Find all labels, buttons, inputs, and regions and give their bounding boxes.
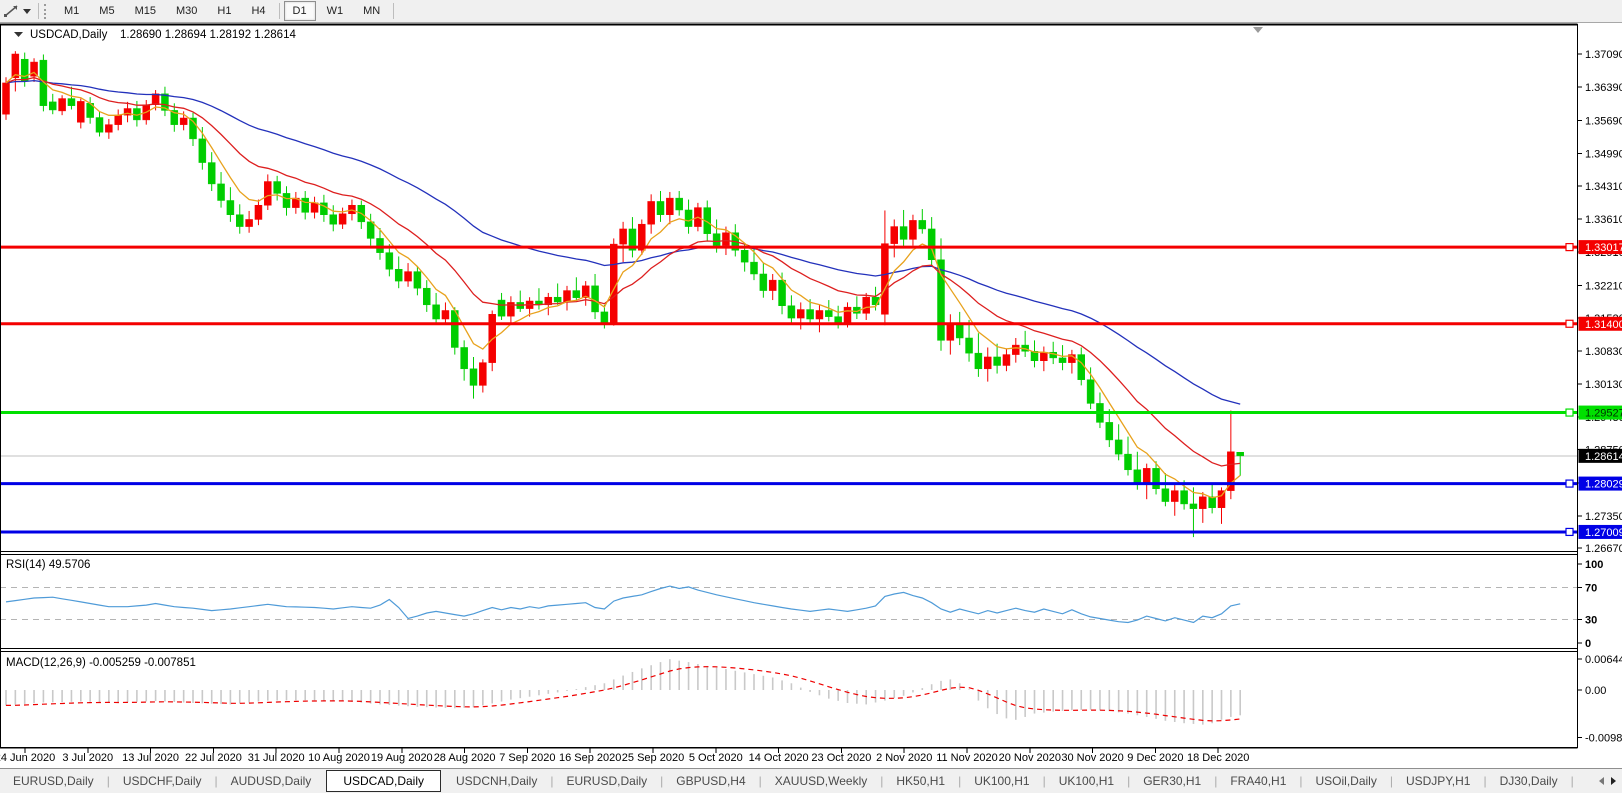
macd-label: MACD(12,26,9) -0.005259 -0.007851 bbox=[6, 657, 196, 669]
trendline-glyph bbox=[4, 3, 20, 19]
chart-tab-audusd-daily[interactable]: AUDUSD,Daily bbox=[218, 770, 325, 792]
svg-text:1.31400: 1.31400 bbox=[1585, 319, 1622, 331]
chart-tab-gbpusd-h4[interactable]: GBPUSD,H4 bbox=[663, 770, 758, 792]
candlestick-series bbox=[3, 51, 1244, 537]
tab-scroll-left-icon[interactable] bbox=[1599, 777, 1604, 785]
svg-text:0.006444: 0.006444 bbox=[1585, 654, 1622, 666]
svg-text:70: 70 bbox=[1585, 583, 1597, 595]
chart-area[interactable]: 1.37090 1.36390 1.35690 1.34990 1.34310 1.336… bbox=[0, 22, 1622, 768]
toolbar-separator bbox=[279, 3, 280, 19]
chart-title-symbol: USDCAD,Daily bbox=[30, 29, 108, 41]
svg-text:1.30830: 1.30830 bbox=[1585, 346, 1622, 358]
timeframe-button-h1[interactable]: H1 bbox=[208, 1, 240, 21]
svg-text:0: 0 bbox=[1585, 638, 1591, 650]
svg-text:1.26670: 1.26670 bbox=[1585, 543, 1622, 555]
chart-tab-uk100-h1[interactable]: UK100,H1 bbox=[1046, 770, 1127, 792]
timeframe-button-m30[interactable]: M30 bbox=[167, 1, 206, 21]
svg-text:22 Jul 2020: 22 Jul 2020 bbox=[185, 752, 242, 764]
svg-text:1.35690: 1.35690 bbox=[1585, 115, 1622, 127]
timeframe-button-d1[interactable]: D1 bbox=[284, 1, 316, 21]
title-collapse-icon[interactable] bbox=[14, 32, 23, 37]
date-scale[interactable]: 24 Jun 2020 3 Jul 2020 13 Jul 2020 22 Jul 2… bbox=[0, 748, 1249, 764]
chart-tab-dj30-daily[interactable]: DJ30,Daily bbox=[1487, 770, 1571, 792]
timeframe-button-m15[interactable]: M15 bbox=[126, 1, 165, 21]
svg-text:24 Jun 2020: 24 Jun 2020 bbox=[0, 752, 55, 764]
svg-text:7 Sep 2020: 7 Sep 2020 bbox=[499, 752, 555, 764]
timeframe-button-m1[interactable]: M1 bbox=[55, 1, 88, 21]
chart-tab-china300-h1[interactable]: CHINA300,H1 bbox=[1574, 770, 1584, 792]
chart-tab-usdcnh-daily[interactable]: USDCNH,Daily bbox=[443, 770, 550, 792]
chart-tab-usdjpy-h1[interactable]: USDJPY,H1 bbox=[1393, 770, 1483, 792]
svg-text:16 Sep 2020: 16 Sep 2020 bbox=[559, 752, 621, 764]
svg-text:20 Nov 2020: 20 Nov 2020 bbox=[999, 752, 1061, 764]
svg-text:23 Oct 2020: 23 Oct 2020 bbox=[811, 752, 871, 764]
svg-text:1.29527: 1.29527 bbox=[1585, 408, 1622, 420]
timeframe-button-w1[interactable]: W1 bbox=[318, 1, 353, 21]
svg-text:0.00: 0.00 bbox=[1585, 685, 1606, 697]
tab-scroll-right-icon[interactable] bbox=[1611, 777, 1616, 785]
chart-title-ohlc: 1.28690 1.28694 1.28192 1.28614 bbox=[120, 29, 296, 41]
svg-text:1.37090: 1.37090 bbox=[1585, 49, 1622, 61]
chart-shift-marker-icon[interactable] bbox=[1253, 27, 1263, 33]
toolbar-separator bbox=[393, 3, 394, 19]
svg-text:3 Jul 2020: 3 Jul 2020 bbox=[62, 752, 113, 764]
chart-tab-xauusd-weekly[interactable]: XAUUSD,Weekly bbox=[762, 770, 880, 792]
svg-text:19 Aug 2020: 19 Aug 2020 bbox=[371, 752, 433, 764]
svg-text:1.34990: 1.34990 bbox=[1585, 149, 1622, 161]
chart-tab-usdchf-daily[interactable]: USDCHF,Daily bbox=[110, 770, 215, 792]
chart-tab-uk100-h1[interactable]: UK100,H1 bbox=[961, 770, 1042, 792]
rsi-label: RSI(14) 49.5706 bbox=[6, 559, 90, 571]
tab-scroll-arrows bbox=[1595, 769, 1620, 793]
svg-text:2 Nov 2020: 2 Nov 2020 bbox=[876, 752, 932, 764]
svg-text:1.32210: 1.32210 bbox=[1585, 280, 1622, 292]
svg-text:13 Jul 2020: 13 Jul 2020 bbox=[122, 752, 179, 764]
svg-text:28 Aug 2020: 28 Aug 2020 bbox=[434, 752, 496, 764]
svg-text:11 Nov 2020: 11 Nov 2020 bbox=[936, 752, 998, 764]
chart-tab-usoil-daily[interactable]: USOil,Daily bbox=[1303, 770, 1390, 792]
svg-text:1.27009: 1.27009 bbox=[1585, 527, 1622, 539]
price-scale[interactable]: 1.37090 1.36390 1.35690 1.34990 1.34310 1.336… bbox=[1578, 49, 1622, 744]
dropdown-caret-icon[interactable] bbox=[23, 9, 31, 14]
svg-text:1.36390: 1.36390 bbox=[1585, 82, 1622, 94]
svg-text:100: 100 bbox=[1585, 559, 1603, 571]
svg-text:14 Oct 2020: 14 Oct 2020 bbox=[749, 752, 809, 764]
svg-text:18 Dec 2020: 18 Dec 2020 bbox=[1187, 752, 1249, 764]
svg-text:1.30130: 1.30130 bbox=[1585, 379, 1622, 391]
chart-tab-eurusd-daily[interactable]: EURUSD,Daily bbox=[0, 770, 107, 792]
svg-text:1.27350: 1.27350 bbox=[1585, 511, 1622, 523]
svg-text:1.28029: 1.28029 bbox=[1585, 479, 1622, 491]
svg-text:31 Jul 2020: 31 Jul 2020 bbox=[248, 752, 305, 764]
chart-tab-hk50-h1[interactable]: HK50,H1 bbox=[883, 770, 958, 792]
svg-text:-0.009871: -0.009871 bbox=[1585, 732, 1622, 744]
svg-text:30 Nov 2020: 30 Nov 2020 bbox=[1061, 752, 1123, 764]
svg-text:1.34310: 1.34310 bbox=[1585, 181, 1622, 193]
svg-text:30: 30 bbox=[1585, 614, 1597, 626]
svg-text:25 Sep 2020: 25 Sep 2020 bbox=[622, 752, 684, 764]
svg-text:1.33017: 1.33017 bbox=[1585, 242, 1622, 254]
svg-text:1.33610: 1.33610 bbox=[1585, 214, 1622, 226]
svg-text:1.28614: 1.28614 bbox=[1585, 451, 1622, 463]
line-studies-icon[interactable] bbox=[3, 3, 21, 19]
chart-tab-ger30-h1[interactable]: GER30,H1 bbox=[1130, 770, 1214, 792]
timeframe-button-h4[interactable]: H4 bbox=[242, 1, 274, 21]
chart-tab-fra40-h1[interactable]: FRA40,H1 bbox=[1217, 770, 1299, 792]
chart-tab-usdcad-daily[interactable]: USDCAD,Daily bbox=[326, 770, 441, 792]
toolbar-separator bbox=[38, 3, 39, 19]
svg-text:10 Aug 2020: 10 Aug 2020 bbox=[308, 752, 370, 764]
svg-text:9 Dec 2020: 9 Dec 2020 bbox=[1127, 752, 1183, 764]
chart-tab-eurusd-daily[interactable]: EURUSD,Daily bbox=[553, 770, 660, 792]
timeframe-button-mn[interactable]: MN bbox=[354, 1, 389, 21]
timeframe-button-m5[interactable]: M5 bbox=[90, 1, 123, 21]
toolbar-grip[interactable] bbox=[44, 4, 50, 19]
svg-text:5 Oct 2020: 5 Oct 2020 bbox=[689, 752, 743, 764]
